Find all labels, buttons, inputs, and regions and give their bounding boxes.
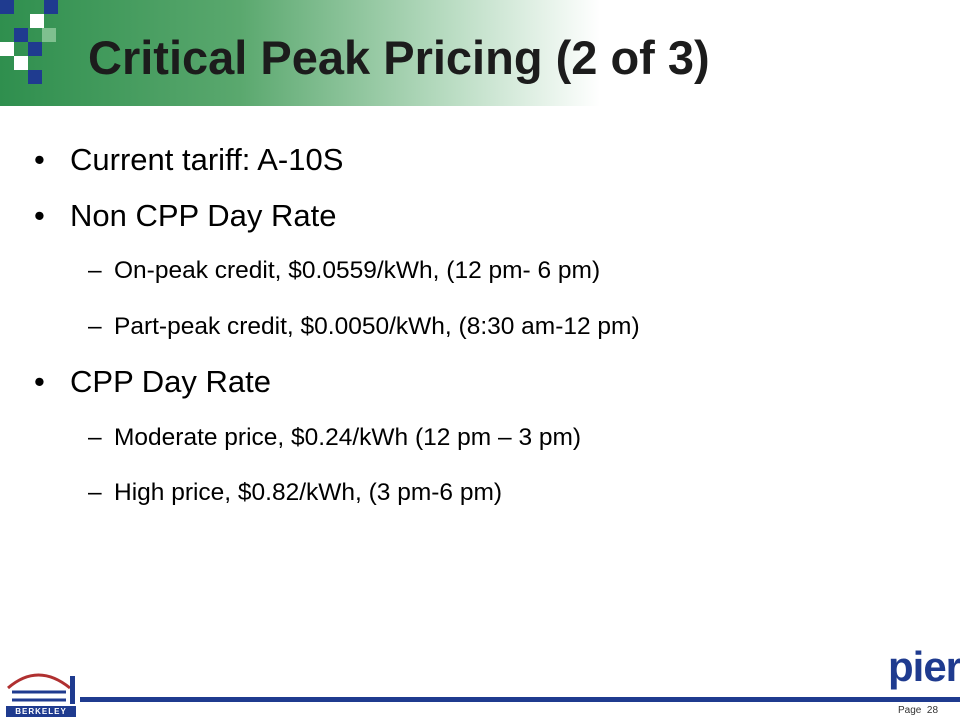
sub-bullet-marker: – [88, 423, 102, 451]
bullet-item: • CPP Day Rate [0, 354, 960, 410]
left-logo-text: BERKELEY LAB [6, 706, 76, 727]
berkeley-logo-icon [7, 673, 75, 704]
deco-square [14, 28, 28, 42]
page-number: Page 28 [898, 705, 938, 716]
bullet-list: • Current tariff: A-10S • Non CPP Day Rate –… [0, 132, 960, 521]
sub-bullet-text: Part-peak credit, $0.0050/kWh, (8:30 am-… [114, 312, 640, 340]
right-logo-text: pier [888, 643, 960, 690]
deco-square [0, 42, 14, 56]
deco-square [44, 0, 58, 14]
bullet-marker: • [34, 197, 45, 233]
slide-title: Critical Peak Pricing (2 of 3) [88, 31, 710, 84]
bullet-text: Non CPP Day Rate [70, 197, 337, 233]
sub-bullet-marker: – [88, 257, 102, 284]
bullet-marker: • [34, 142, 45, 177]
sub-bullet-item: – Part-peak credit, $0.0050/kWh, (8:30 am… [0, 299, 960, 355]
deco-square [14, 56, 28, 70]
page-label: Page [898, 705, 922, 716]
deco-square [0, 0, 14, 14]
deco-square [30, 14, 44, 28]
page-value: 28 [926, 705, 939, 716]
sub-bullet-item: – On-peak credit, $0.0559/kWh, (12 pm- 6 … [0, 243, 960, 299]
sub-bullet-item: – High price, $0.82/kWh, (3 pm-6 pm) [0, 465, 960, 521]
sub-bullet-item: – Moderate price, $0.24/kWh (12 pm – 3 pm… [0, 410, 960, 466]
header-band [0, 0, 600, 106]
bullet-item: • Current tariff: A-10S [0, 132, 960, 188]
sub-bullet-text: Moderate price, $0.24/kWh (12 pm – 3 pm) [114, 423, 582, 451]
sub-bullet-text: High price, $0.82/kWh, (3 pm-6 pm) [114, 479, 503, 506]
deco-square [28, 42, 42, 56]
bullet-text: CPP Day Rate [70, 364, 272, 399]
sub-bullet-marker: – [88, 312, 102, 340]
bullet-item: • Non CPP Day Rate [0, 188, 960, 244]
bullet-marker: • [34, 364, 45, 399]
sub-bullet-text: On-peak credit, $0.0559/kWh, (12 pm- 6 p… [114, 257, 601, 284]
footer-rule [80, 697, 960, 702]
sub-bullet-marker: – [88, 479, 102, 506]
deco-square [28, 70, 42, 84]
deco-square [42, 28, 56, 42]
bullet-text: Current tariff: A-10S [70, 142, 344, 177]
